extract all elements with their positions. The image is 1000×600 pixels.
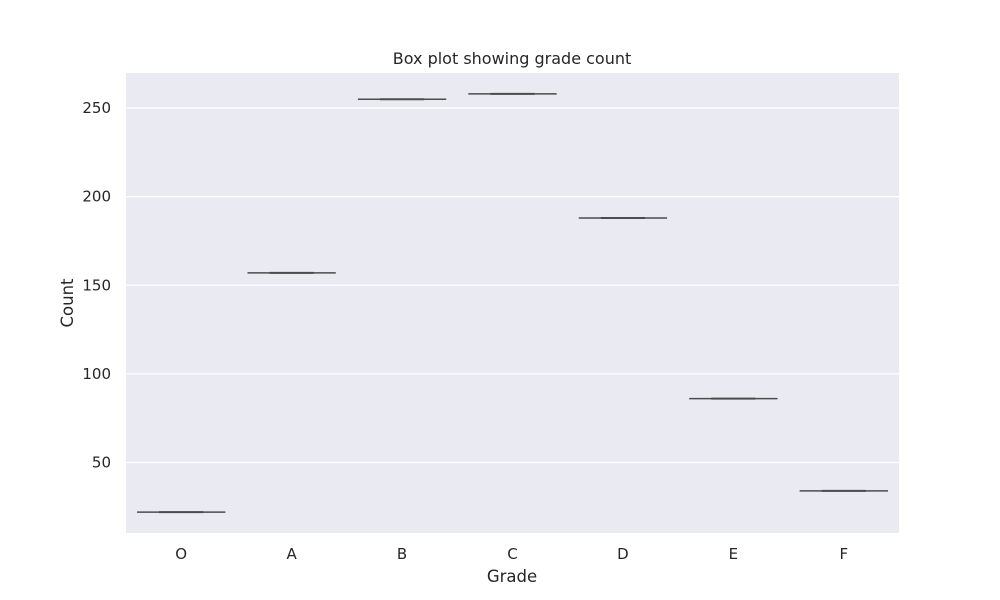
x-tick-label: E (729, 545, 738, 563)
grid-lines (126, 107, 899, 464)
x-tick-label: F (839, 545, 848, 563)
y-axis-title: Count (58, 278, 77, 328)
x-tick-label: D (617, 545, 629, 563)
y-tick-label: 250 (82, 99, 111, 117)
x-tick-label: C (507, 545, 517, 563)
x-axis-title: Grade (487, 567, 537, 586)
plot-area (126, 73, 899, 533)
x-tick-label: A (287, 545, 298, 563)
x-tick-label: B (397, 545, 407, 563)
y-tick-labels: 50 100 150 200 250 (82, 99, 111, 471)
boxes (137, 92, 888, 514)
y-tick-label: 100 (82, 365, 111, 383)
chart-title: Box plot showing grade count (393, 49, 632, 68)
x-tick-label: O (175, 545, 187, 563)
y-tick-label: 200 (82, 188, 111, 206)
y-tick-label: 50 (92, 453, 111, 471)
y-tick-label: 150 (82, 276, 111, 294)
